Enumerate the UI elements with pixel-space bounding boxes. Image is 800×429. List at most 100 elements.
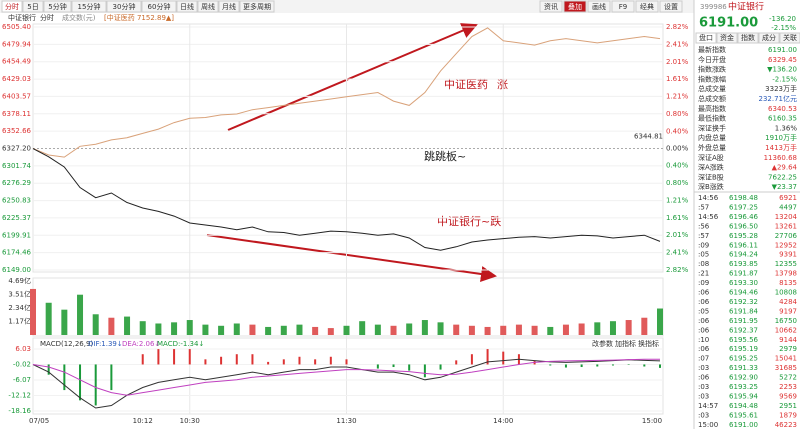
tool-label[interactable]: 设置 [664,2,678,11]
macd-bar [408,364,411,371]
volume-bar [77,294,84,335]
panel-tab-label[interactable]: 成分 [762,33,776,42]
macd-button[interactable]: 加指标 [615,339,636,348]
trade-time: :06 [698,374,710,382]
macd-bar [220,356,223,365]
macd-bar [251,354,254,365]
tool-label[interactable]: 资讯 [544,2,558,11]
tab[interactable] [218,0,240,13]
tab[interactable] [22,0,44,13]
tab[interactable] [176,0,198,13]
trade-time: :06 [698,298,710,306]
trade-volume: 31685 [775,364,797,372]
macd-bar [439,364,442,370]
tool-label[interactable]: 叠加 [568,2,582,11]
macd-bar [110,364,113,391]
panel-tab-label[interactable]: 关联 [783,33,797,42]
tab[interactable] [197,0,219,13]
panel-tab[interactable] [695,32,717,44]
volume-bar [609,321,616,335]
stock-price: 6191.00 [699,16,758,31]
tool-label[interactable]: 画线 [592,2,606,11]
macd-bar [611,364,614,366]
tab-label[interactable]: 15分钟 [78,2,101,11]
trade-price: 6196.46 [729,213,758,221]
trade-volume: 2951 [779,402,797,410]
trade-volume: 13798 [775,270,797,278]
macd-button[interactable]: 改参数 [592,339,613,348]
time-tick-label: 11:30 [336,417,356,425]
trade-volume: 4284 [779,298,797,306]
y-tick-label: 6199.91 [2,231,31,239]
tab-label[interactable]: 60分钟 [148,2,171,11]
volume-bar [343,325,350,335]
volume-bar [108,317,115,335]
tool-label[interactable]: F9 [619,3,627,11]
panel-tab-label[interactable]: 盘口 [699,33,713,42]
tab-label[interactable]: 5分钟 [48,2,66,11]
panel-tab[interactable] [716,32,738,44]
panel-tab[interactable] [737,32,759,44]
y2-tick-label: 2.82% [666,266,689,274]
trade-price: 6192.90 [729,374,758,382]
tab-label[interactable]: 日线 [180,2,194,11]
macd-bar [564,364,567,368]
tool-label[interactable]: 经典 [640,2,654,11]
macd-bar [627,364,630,365]
tab-label[interactable]: 更多周期 [243,2,271,11]
y-tick-label: 6505.40 [2,23,31,31]
trade-time: 14:56 [698,194,719,202]
quote-label: 总成交额 [698,94,726,103]
trade-volume: 10808 [775,289,797,297]
volume-bar [218,325,225,335]
macd-tick-label: 6.03 [15,345,31,353]
panel-tab[interactable] [779,32,800,44]
tool[interactable] [563,0,587,13]
tool[interactable] [611,0,635,13]
panel-tab-label[interactable]: 指数 [741,33,755,42]
panel-tab-label[interactable]: 资金 [720,33,734,42]
tool[interactable] [659,0,683,13]
volume-bar [453,324,460,335]
tool[interactable] [587,0,611,13]
trade-time: :06 [698,289,710,297]
quote-label: 总成交量 [698,84,726,93]
tab-label[interactable]: 周线 [201,2,215,11]
tool[interactable] [635,0,659,13]
macd-bar [580,364,583,368]
trade-price: 6195.25 [729,355,758,363]
trade-volume: 27706 [775,232,798,240]
macd-bar [282,359,285,365]
macd-button[interactable]: 换指标 [638,339,659,348]
tab[interactable] [1,0,23,13]
tab-label[interactable]: 5日 [27,3,38,11]
time-tick-label: 10:12 [133,417,153,425]
volume-bar [139,321,146,335]
dea-label: DEA:2.06↓ [122,340,160,348]
trade-time: :03 [698,383,709,391]
trade-time: :03 [698,392,709,400]
tool[interactable] [539,0,563,13]
volume-bar [437,322,444,335]
tab[interactable] [71,0,107,13]
volume-bar [374,324,381,335]
macd-frame [32,337,664,415]
tab[interactable] [141,0,177,13]
y2-tick-label: 0.80% [666,110,689,118]
overlay-label: [中证医药 7152.89▲] [104,13,174,22]
macd-bar [455,360,458,365]
y2-tick-label: 2.82% [666,23,689,31]
macd-bar [329,356,332,365]
price-marker: 6344.81 [634,132,663,140]
tab[interactable] [106,0,142,13]
tab-label[interactable]: 30分钟 [113,2,136,11]
time-tick-label: 10:30 [180,417,200,425]
macd-bar [298,356,301,365]
tab-label[interactable]: 分时 [5,2,19,11]
tab[interactable] [239,0,275,13]
tab-label[interactable]: 月线 [222,2,236,11]
trade-price: 6195.28 [729,232,758,240]
tab[interactable] [43,0,72,13]
trade-price: 6195.94 [729,392,758,400]
panel-tab[interactable] [758,32,780,44]
